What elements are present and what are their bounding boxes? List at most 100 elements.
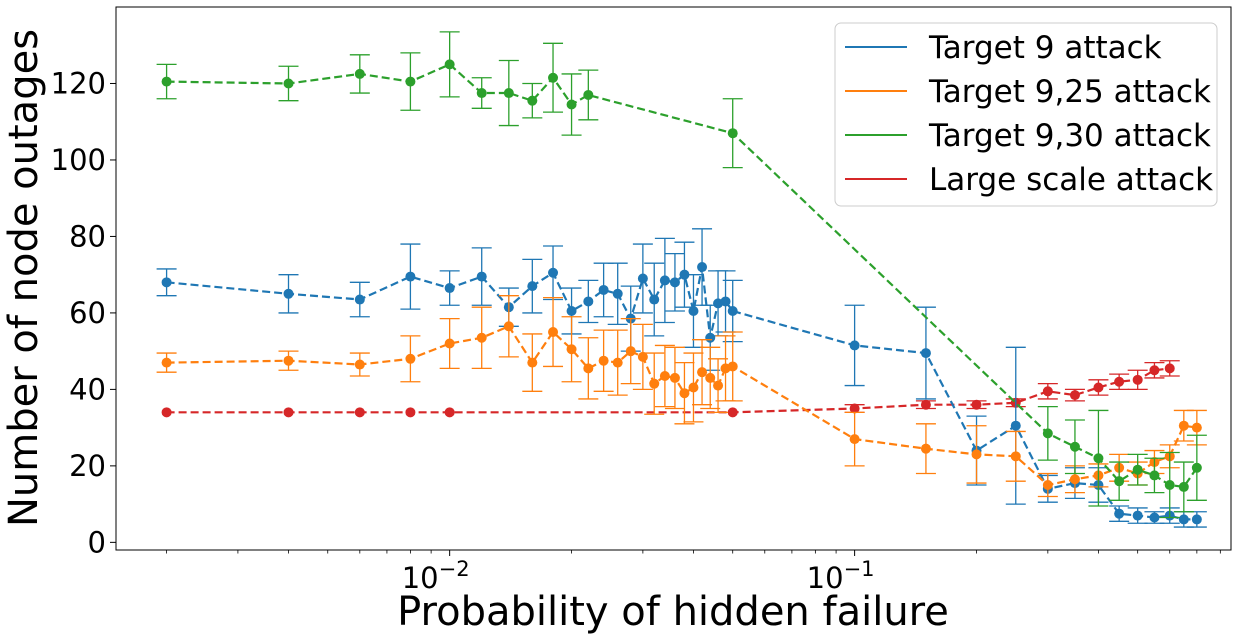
data-point xyxy=(583,296,594,307)
data-point xyxy=(637,351,648,362)
data-point xyxy=(688,306,699,317)
data-point xyxy=(659,371,670,382)
data-point xyxy=(566,99,577,110)
data-point xyxy=(583,363,594,374)
data-point xyxy=(1178,481,1189,492)
data-point xyxy=(688,382,699,393)
data-point xyxy=(705,332,716,343)
data-point xyxy=(705,372,716,383)
y-tick-label: 0 xyxy=(88,525,106,559)
data-point xyxy=(849,403,860,414)
data-point xyxy=(527,357,538,368)
data-point xyxy=(354,68,365,79)
data-point xyxy=(1164,479,1175,490)
data-point xyxy=(697,262,708,273)
series-2 xyxy=(156,31,1207,519)
legend-label: Target 9 attack xyxy=(928,30,1162,66)
data-point xyxy=(649,378,660,389)
data-point xyxy=(503,321,514,332)
data-point xyxy=(1093,453,1104,464)
data-point xyxy=(727,407,738,418)
series-0 xyxy=(156,228,1207,528)
data-point xyxy=(1042,428,1053,439)
data-point xyxy=(920,348,931,359)
data-point xyxy=(405,271,416,282)
data-point xyxy=(697,367,708,378)
y-axis-title: Number of node outages xyxy=(1,29,47,527)
data-point xyxy=(1069,441,1080,452)
data-point xyxy=(1069,474,1080,485)
data-point xyxy=(1191,422,1202,433)
data-point xyxy=(1149,365,1160,376)
data-point xyxy=(1178,514,1189,525)
axes-frame xyxy=(115,6,1232,551)
data-point xyxy=(405,76,416,87)
data-point xyxy=(354,294,365,305)
legend: Target 9 attack Target 9,25 attack Target … xyxy=(834,22,1218,207)
data-point xyxy=(669,372,680,383)
data-point xyxy=(920,399,931,410)
y-tick-label: 120 xyxy=(51,66,106,100)
data-point xyxy=(727,306,738,317)
data-point xyxy=(625,346,636,357)
data-point xyxy=(1164,363,1175,374)
data-point xyxy=(548,72,559,83)
x-axis-title: Probability of hidden failure xyxy=(397,589,949,635)
y-tick-label: 80 xyxy=(69,219,106,253)
data-point xyxy=(1010,451,1021,462)
data-point xyxy=(444,338,455,349)
data-point xyxy=(161,76,172,87)
data-point xyxy=(444,407,455,418)
data-point xyxy=(503,88,514,99)
data-point xyxy=(583,89,594,100)
data-point xyxy=(849,340,860,351)
series-line xyxy=(166,63,1198,489)
data-point xyxy=(283,407,294,418)
y-tick-label: 40 xyxy=(69,372,106,406)
y-tick-label: 100 xyxy=(51,143,106,177)
data-point xyxy=(354,359,365,370)
data-point xyxy=(527,95,538,106)
data-point xyxy=(849,434,860,445)
data-point xyxy=(649,294,660,305)
axis-ticks: 0 20 40 60 80 100 120 10−2 10−1 xyxy=(51,66,1221,595)
data-point xyxy=(713,380,724,391)
data-point xyxy=(1178,420,1189,431)
data-point xyxy=(598,355,609,366)
data-point xyxy=(161,357,172,368)
data-point xyxy=(1042,479,1053,490)
data-point xyxy=(548,267,559,278)
data-point xyxy=(283,78,294,89)
legend-label: Target 9,25 attack xyxy=(928,74,1211,110)
data-point xyxy=(679,269,690,280)
data-point xyxy=(1114,476,1125,487)
data-point xyxy=(161,277,172,288)
data-point xyxy=(612,288,623,299)
data-point xyxy=(566,344,577,355)
data-point xyxy=(527,281,538,292)
data-point xyxy=(405,353,416,364)
data-point xyxy=(1132,510,1143,521)
data-point xyxy=(637,273,648,284)
data-point xyxy=(476,332,487,343)
data-point xyxy=(1114,376,1125,387)
data-point xyxy=(283,288,294,299)
data-point xyxy=(548,327,559,338)
data-point xyxy=(1191,462,1202,473)
legend-label: Target 9,30 attack xyxy=(928,118,1211,154)
data-point xyxy=(1132,374,1143,385)
data-point xyxy=(669,277,680,288)
data-point xyxy=(612,357,623,368)
data-point xyxy=(1069,390,1080,401)
data-point xyxy=(727,361,738,372)
data-point xyxy=(161,407,172,418)
data-point xyxy=(1093,382,1104,393)
y-tick-label: 60 xyxy=(69,296,106,330)
data-point xyxy=(1191,514,1202,525)
legend-label: Large scale attack xyxy=(929,162,1213,198)
data-point xyxy=(1149,470,1160,481)
data-point xyxy=(444,283,455,294)
data-point xyxy=(1010,420,1021,431)
data-point xyxy=(354,407,365,418)
